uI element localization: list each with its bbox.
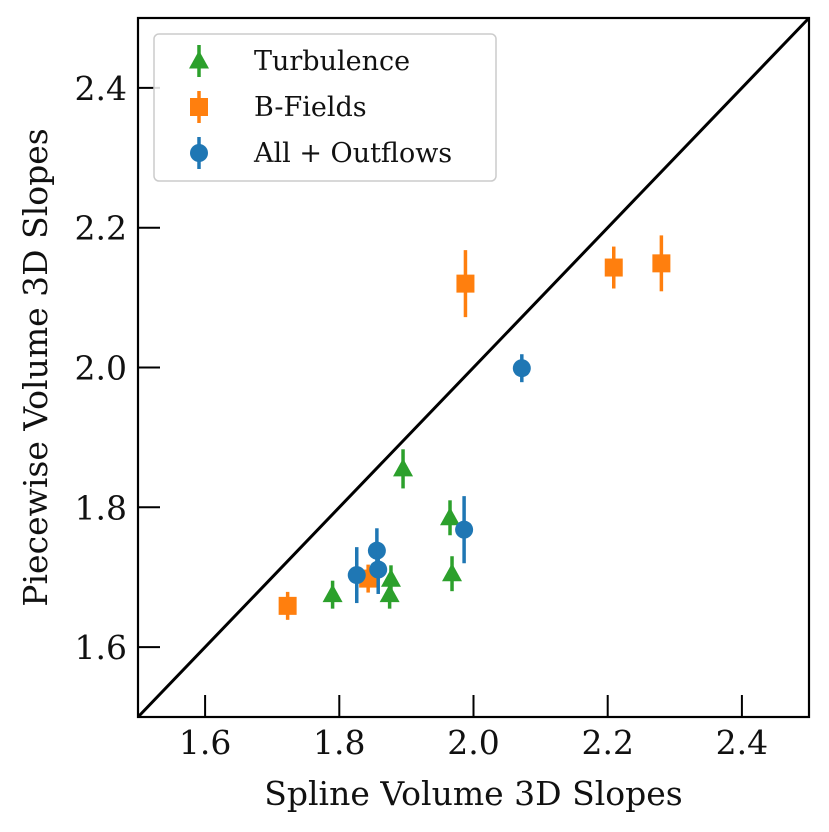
y-tick-label-1.8: 1.8 [75,488,127,527]
x-tick-label-2.4: 2.4 [716,723,768,762]
legend-turbulence-label: Turbulence [254,46,410,77]
b-fields-point-3 [456,274,475,293]
legend-all-outflows-marker [190,144,208,162]
all-outflows-point-3 [369,560,388,579]
all-outflows-point-4 [455,520,474,539]
turbulence-point-6 [442,563,463,582]
legend-b-fields-marker [190,98,208,116]
all-outflows-point-1 [347,566,366,585]
y-axis-label: Piecewise Volume 3D Slopes [16,128,55,606]
reference-line-layer [136,16,811,719]
x-tick-label-2.2: 2.2 [581,723,633,762]
y-tick-label-2.0: 2.0 [75,349,127,388]
b-fields-point-1 [278,596,297,615]
y-tick-label-2.2: 2.2 [75,209,127,248]
data-points-layer [278,235,671,620]
x-tick-label-1.8: 1.8 [313,723,365,762]
turbulence-point-1 [322,584,343,603]
x-axis-label: Spline Volume 3D Slopes [264,774,682,813]
legend-turbulence-marker [189,50,209,69]
b-fields-point-5 [652,254,671,273]
all-outflows-point-5 [512,359,531,378]
y-tick-label-2.4: 2.4 [75,69,127,108]
ticks-layer: 1.6 1.8 2.0 2.2 2.4 1.6 1.8 2.0 2.2 2.4 [75,69,769,762]
turbulence-point-5 [440,507,461,526]
x-tick-label-1.6: 1.6 [179,723,231,762]
x-tick-label-2.0: 2.0 [447,723,499,762]
y-tick-label-1.6: 1.6 [75,628,127,667]
b-fields-point-4 [604,258,623,277]
legend-b-fields-label: B-Fields [254,92,367,123]
legend-all-outflows-label: All + Outflows [253,138,452,169]
legend-box [153,33,497,182]
turbulence-point-3 [380,568,401,587]
one-to-one-line [136,16,811,719]
legend: Turbulence B-Fields All + Outflows [153,33,497,182]
turbulence-point-4 [393,458,414,477]
